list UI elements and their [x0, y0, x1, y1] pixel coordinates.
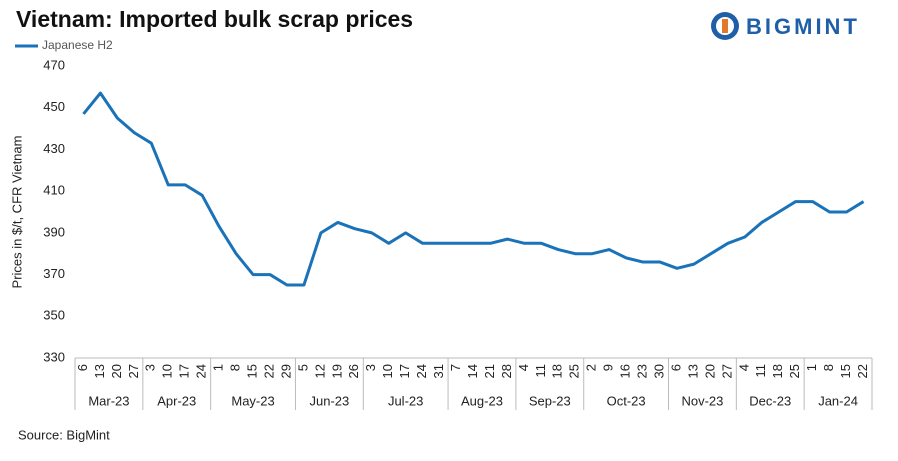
logo-icon-bar: [722, 19, 728, 33]
x-tick-label: 9: [601, 364, 616, 371]
x-tick-label: 28: [499, 364, 514, 378]
x-tick-label: 15: [838, 364, 853, 378]
x-group-label: Apr-23: [157, 393, 196, 408]
x-group-label: Mar-23: [88, 393, 129, 408]
x-group-label: Dec-23: [749, 393, 791, 408]
x-tick-label: 15: [244, 364, 259, 378]
x-tick-label: 24: [194, 364, 209, 378]
x-tick-label: 19: [329, 364, 344, 378]
x-tick-label: 24: [414, 364, 429, 378]
x-group-label: Jan-24: [818, 393, 858, 408]
x-group-label: Aug-23: [461, 393, 503, 408]
line-series: [82, 91, 865, 287]
y-tick-label: 410: [43, 183, 65, 198]
y-tick-label: 390: [43, 224, 65, 239]
x-tick-label: 13: [685, 364, 700, 378]
x-tick-label: 6: [668, 364, 683, 371]
x-tick-label: 4: [736, 364, 751, 371]
x-tick-label: 27: [719, 364, 734, 378]
x-group-label: May-23: [231, 393, 274, 408]
x-tick-label: 1: [211, 364, 226, 371]
x-tick-label: 4: [516, 364, 531, 371]
x-tick-label: 22: [261, 364, 276, 378]
x-tick-label: 10: [380, 364, 395, 378]
x-tick-label: 18: [770, 364, 785, 378]
x-tick-label: 31: [431, 364, 446, 378]
x-group-label: Sep-23: [529, 393, 571, 408]
x-tick-label: 6: [75, 364, 90, 371]
x-tick-label: 7: [448, 364, 463, 371]
x-tick-label: 1: [804, 364, 819, 371]
x-tick-label: 17: [177, 364, 192, 378]
y-tick-label: 350: [43, 308, 65, 323]
x-group-label: Jul-23: [388, 393, 423, 408]
source: Source: BigMint: [18, 427, 110, 442]
x-tick-label: 25: [787, 364, 802, 378]
x-tick-label: 10: [160, 364, 175, 378]
x-tick-label: 26: [346, 364, 361, 378]
x-tick-label: 20: [702, 364, 717, 378]
x-tick-label: 22: [855, 364, 870, 378]
x-group-label: Oct-23: [607, 393, 646, 408]
legend-label: Japanese H2: [42, 38, 113, 52]
x-tick-label: 20: [109, 364, 124, 378]
chart-title: Vietnam: Imported bulk scrap prices: [16, 6, 413, 32]
y-tick-label: 330: [43, 349, 65, 364]
x-group-label: Nov-23: [681, 393, 723, 408]
x-tick-label: 21: [482, 364, 497, 378]
x-group-label: Jun-23: [309, 393, 349, 408]
x-tick-label: 11: [753, 364, 768, 378]
x-tick-label: 18: [550, 364, 565, 378]
x-tick-label: 17: [397, 364, 412, 378]
x-tick-label: 2: [584, 364, 599, 371]
brand: BIGMINT: [746, 14, 860, 39]
y-tick-label: 470: [43, 57, 65, 72]
x-tick-label: 13: [92, 364, 107, 378]
x-tick-label: 3: [143, 364, 158, 371]
x-tick-label: 23: [635, 364, 650, 378]
y-tick-label: 370: [43, 266, 65, 281]
x-tick-label: 14: [465, 364, 480, 378]
x-tick-label: 5: [295, 364, 310, 371]
x-tick-label: 12: [312, 364, 327, 378]
logo: BIGMINT: [711, 12, 860, 40]
x-tick-label: 16: [618, 364, 633, 378]
y-tick-label: 450: [43, 99, 65, 114]
x-tick-label: 30: [651, 364, 666, 378]
x-tick-label: 25: [567, 364, 582, 378]
x-tick-label: 11: [533, 364, 548, 378]
y-axis-label: Prices in $/t, CFR Vietnam: [9, 136, 24, 289]
x-tick-label: 29: [278, 364, 293, 378]
x-tick-label: 8: [228, 364, 243, 371]
x-tick-label: 3: [363, 364, 378, 371]
y-tick-label: 430: [43, 141, 65, 156]
x-tick-label: 27: [126, 364, 141, 378]
x-tick-label: 8: [821, 364, 836, 371]
